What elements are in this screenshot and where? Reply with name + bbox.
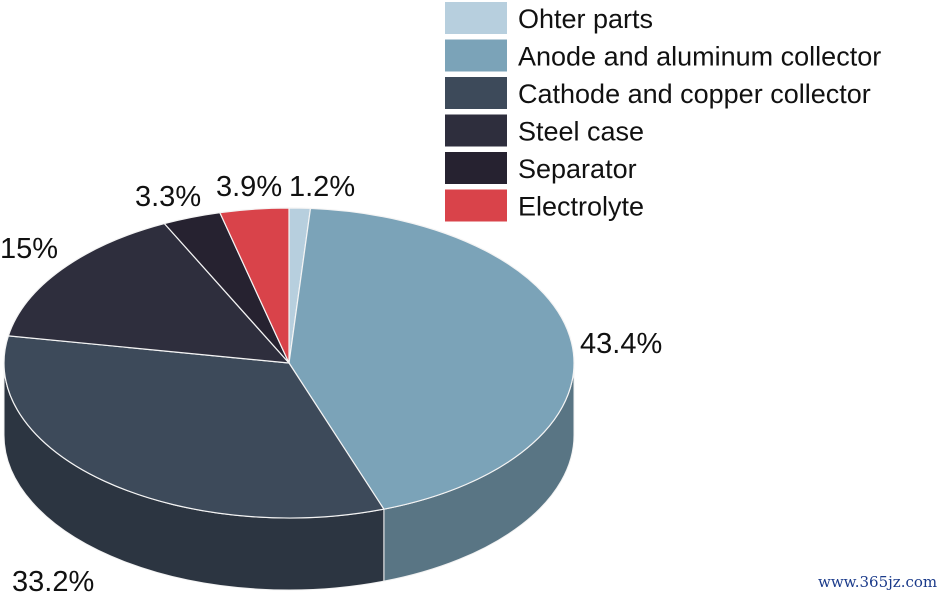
legend-item-steel-case: Steel case	[445, 114, 644, 147]
legend-label-electrolyte: Electrolyte	[518, 192, 644, 222]
legend-swatch-electrolyte	[445, 189, 507, 222]
value-label-separator: 3.3%	[135, 181, 201, 213]
pie-slice-electrolyte	[218, 207, 290, 364]
value-label-anode-and-aluminum-collector: 43.4%	[580, 328, 662, 360]
pie-slice-steel-case	[7, 222, 291, 364]
legend: Ohter parts Anode and aluminum collector C…	[445, 2, 881, 222]
pie-slices	[3, 207, 575, 519]
legend-swatch-steel-case	[445, 114, 507, 147]
value-labels: 1.2% 43.4% 33.2% 15% 3.3% 3.9%	[0, 171, 662, 598]
legend-label-steel-case: Steel case	[518, 117, 644, 147]
watermark-text: www.365jz.com	[818, 573, 937, 591]
legend-label-ohter-parts: Ohter parts	[518, 4, 653, 34]
legend-item-anode-and-aluminum-collector: Anode and aluminum collector	[445, 39, 881, 72]
legend-item-separator: Separator	[445, 152, 637, 184]
value-label-electrolyte: 3.9%	[216, 171, 282, 203]
legend-label-anode-and-aluminum-collector: Anode and aluminum collector	[518, 42, 881, 72]
legend-label-cathode-and-copper-collector: Cathode and copper collector	[518, 79, 871, 109]
pie-slice-cathode-and-copper-collector	[3, 335, 385, 519]
value-label-steel-case: 15%	[0, 233, 58, 265]
legend-label-separator: Separator	[518, 154, 637, 184]
legend-swatch-cathode-and-copper-collector	[445, 77, 507, 109]
value-label-ohter-parts: 1.2%	[289, 171, 355, 203]
legend-item-cathode-and-copper-collector: Cathode and copper collector	[445, 77, 871, 109]
legend-swatch-anode-and-aluminum-collector	[445, 39, 507, 72]
legend-swatch-ohter-parts	[445, 2, 507, 34]
legend-item-ohter-parts: Ohter parts	[445, 2, 653, 34]
pie-slice-anode-and-aluminum-collector	[288, 207, 575, 510]
value-label-cathode-and-copper-collector: 33.2%	[12, 566, 94, 598]
legend-swatch-separator	[445, 152, 507, 184]
legend-item-electrolyte: Electrolyte	[445, 189, 644, 222]
